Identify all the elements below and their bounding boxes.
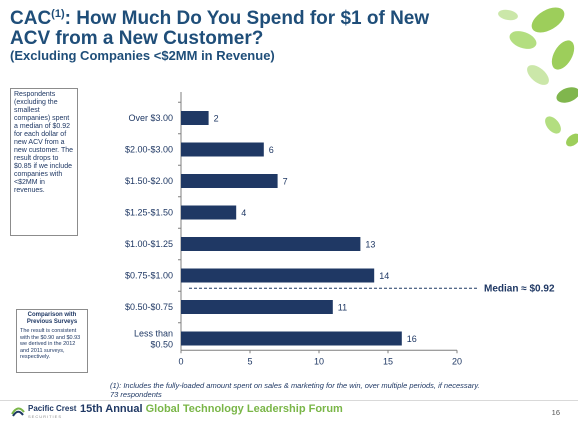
forum-name: 15th Annual Global Technology Leadership… [80,403,343,415]
footnote-line-2: 73 respondents [110,390,162,399]
category-label: $1.00-$1.25 [125,239,173,249]
category-label: $0.50-$0.75 [125,302,173,312]
category-label: Less than [134,329,173,339]
median-label: Median ≈ $0.92 [484,283,555,294]
bar-value-label: 14 [379,271,389,281]
page-subtitle: (Excluding Companies <$2MM in Revenue) [10,48,275,63]
title-footnote-marker: (1) [51,8,65,20]
forum-title: Global Technology Leadership Forum [145,403,343,415]
bar-value-label: 6 [269,145,274,155]
category-label: Over $3.00 [128,113,173,123]
title-rest: : How Much Do You Spend for $1 of New AC… [10,8,430,49]
title-prefix: CAC [10,8,52,29]
pacific-crest-logo-icon [11,407,25,417]
bar-value-label: 16 [407,334,417,344]
bar-value-label: 4 [241,208,246,218]
x-tick-label: 20 [452,356,462,366]
category-label: $0.50 [150,340,173,350]
footer-divider [0,400,578,401]
bar [181,205,237,220]
bar [181,268,375,283]
x-tick-label: 5 [247,356,252,366]
bar-value-label: 13 [365,240,375,250]
bar-value-label: 11 [338,303,347,313]
bar [181,300,333,314]
comparison-text: The result is consistent with the $0.90 … [20,328,81,360]
page-number: 16 [551,408,560,417]
bar [181,142,264,157]
page-title: CAC(1): How Much Do You Spend for $1 of … [10,4,430,49]
bar [181,174,278,188]
footnote-line-1: (1): Includes the fully-loaded amount sp… [110,381,480,390]
footnote: (1): Includes the fully-loaded amount sp… [110,381,480,399]
bar-value-label: 7 [283,177,288,187]
comparison-box: Comparison with Previous Surveys The res… [16,309,88,373]
logo-subtitle: SECURITIES [28,414,63,419]
x-tick-label: 0 [178,356,183,366]
logo-name: Pacific Crest [28,404,77,413]
bar-value-label: 2 [214,114,219,124]
bar [181,331,402,346]
category-label: $1.50-$2.00 [125,176,173,186]
category-label: $2.00-$3.00 [125,145,173,155]
bar [181,111,209,125]
comparison-heading: Comparison with Previous Surveys [26,312,78,325]
category-label: $1.25-$1.50 [125,208,173,218]
forum-prefix: 15th Annual [80,403,143,415]
median-note-box: Respondents (excluding the smallest comp… [10,88,78,236]
bar [181,237,361,251]
x-tick-label: 10 [314,356,324,366]
category-label: $0.75-$1.00 [125,271,173,281]
x-tick-label: 15 [383,356,393,366]
leaves-decoration [498,7,578,147]
